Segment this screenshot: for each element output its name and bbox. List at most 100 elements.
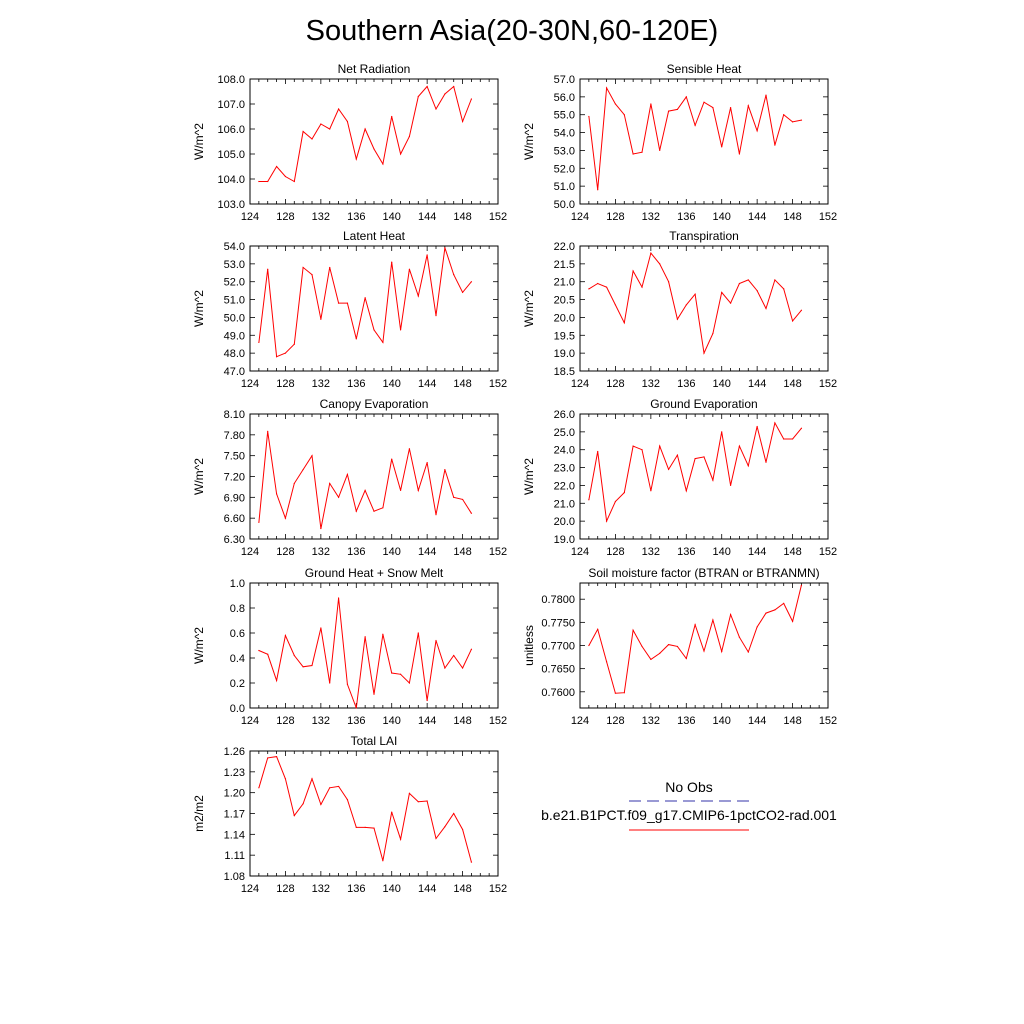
- y-tick-label: 1.14: [224, 829, 245, 841]
- y-tick-label: 108.0: [217, 74, 245, 86]
- series-line: [588, 585, 802, 694]
- y-tick-label: 0.8: [230, 603, 245, 615]
- y-tick-label: 1.08: [224, 871, 245, 883]
- data-point: [470, 281, 473, 283]
- data-point: [355, 338, 357, 340]
- data-point: [267, 757, 269, 759]
- chart-title: Latent Heat: [343, 229, 406, 243]
- x-tick-label: 152: [819, 211, 837, 223]
- data-point: [774, 279, 776, 281]
- x-tick-label: 124: [571, 546, 589, 558]
- data-point: [337, 597, 340, 599]
- data-point: [417, 801, 419, 803]
- data-point: [408, 268, 411, 270]
- y-tick-label: 21.5: [554, 259, 575, 271]
- data-point: [382, 633, 384, 635]
- y-axis-label: m2/m2: [192, 795, 206, 832]
- data-point: [791, 438, 794, 440]
- data-point: [417, 95, 419, 98]
- x-tick-label: 148: [783, 211, 801, 223]
- data-point: [302, 803, 304, 805]
- data-point: [605, 520, 608, 522]
- chart-title: Total LAI: [351, 734, 398, 748]
- x-tick-label: 152: [819, 715, 837, 727]
- y-tick-label: 19.5: [554, 330, 575, 342]
- x-tick-label: 136: [347, 378, 365, 390]
- chart-soil-moisture-factor-btran-or-btranmn: Soil moisture factor (BTRAN or BTRANMN) u…: [522, 566, 837, 727]
- data-point: [417, 489, 419, 491]
- y-tick-label: 1.20: [224, 788, 245, 800]
- data-point: [258, 180, 260, 183]
- data-point: [712, 106, 714, 109]
- data-point: [800, 584, 803, 586]
- x-tick-label: 124: [241, 715, 259, 727]
- x-tick-label: 128: [606, 211, 624, 223]
- data-point: [302, 266, 304, 269]
- y-tick-label: 49.0: [224, 330, 245, 342]
- data-point: [391, 458, 393, 460]
- data-point: [329, 482, 331, 485]
- data-point: [650, 658, 652, 660]
- y-tick-label: 1.0: [230, 578, 245, 590]
- y-tick-label: 103.0: [217, 199, 245, 211]
- data-point: [470, 648, 473, 650]
- y-tick-label: 21.0: [554, 498, 575, 510]
- data-point: [275, 356, 278, 358]
- data-point: [435, 639, 437, 642]
- data-point: [373, 329, 375, 331]
- chart-ground-evaporation: Ground Evaporation W/m^2 124 128 132 136 140 14…: [522, 397, 837, 558]
- data-point: [791, 121, 794, 123]
- data-point: [275, 165, 278, 168]
- data-point: [293, 654, 295, 657]
- y-tick-label: 0.4: [230, 653, 245, 665]
- y-tick-label: 20.0: [554, 312, 575, 324]
- data-point: [435, 514, 437, 516]
- data-point: [311, 455, 313, 457]
- x-tick-label: 124: [241, 546, 259, 558]
- data-point: [364, 489, 366, 491]
- data-point: [373, 693, 375, 695]
- x-tick-label: 124: [241, 211, 259, 223]
- data-point: [355, 510, 357, 512]
- data-point: [426, 85, 428, 88]
- data-point: [783, 114, 785, 116]
- data-point: [382, 163, 384, 165]
- data-point: [800, 427, 803, 429]
- x-tick-label: 148: [453, 883, 471, 895]
- plot-frame: [579, 582, 829, 709]
- y-tick-label: 22.0: [554, 480, 575, 492]
- chart-title: Sensible Heat: [667, 62, 742, 76]
- data-point: [320, 123, 322, 125]
- data-point: [435, 837, 437, 840]
- x-tick-label: 140: [713, 378, 731, 390]
- chart-title: Ground Heat + Snow Melt: [305, 566, 444, 580]
- data-point: [284, 517, 287, 519]
- data-point: [694, 124, 696, 127]
- data-point: [293, 180, 295, 183]
- data-point: [284, 634, 287, 637]
- y-tick-label: 20.0: [554, 516, 575, 528]
- x-tick-label: 140: [383, 546, 401, 558]
- data-point: [267, 268, 269, 270]
- data-point: [588, 499, 590, 501]
- data-point: [765, 612, 767, 614]
- data-point: [337, 108, 340, 110]
- data-point: [399, 673, 402, 675]
- series-line: [258, 247, 472, 358]
- x-tick-label: 136: [677, 211, 695, 223]
- y-tick-label: 0.7600: [541, 687, 575, 699]
- chart-title: Canopy Evaporation: [320, 397, 429, 411]
- y-tick-label: 56.0: [554, 92, 575, 104]
- y-axis-label: W/m^2: [522, 123, 536, 160]
- data-point: [320, 627, 322, 629]
- y-axis-label: W/m^2: [192, 123, 206, 160]
- data-point: [605, 661, 608, 663]
- y-tick-label: 55.0: [554, 110, 575, 122]
- x-tick-label: 152: [489, 883, 507, 895]
- data-point: [667, 468, 670, 470]
- y-tick-label: 51.0: [224, 295, 245, 307]
- data-point: [373, 148, 375, 150]
- data-point: [382, 507, 384, 509]
- y-tick-label: 6.30: [224, 534, 245, 546]
- data-point: [391, 811, 393, 813]
